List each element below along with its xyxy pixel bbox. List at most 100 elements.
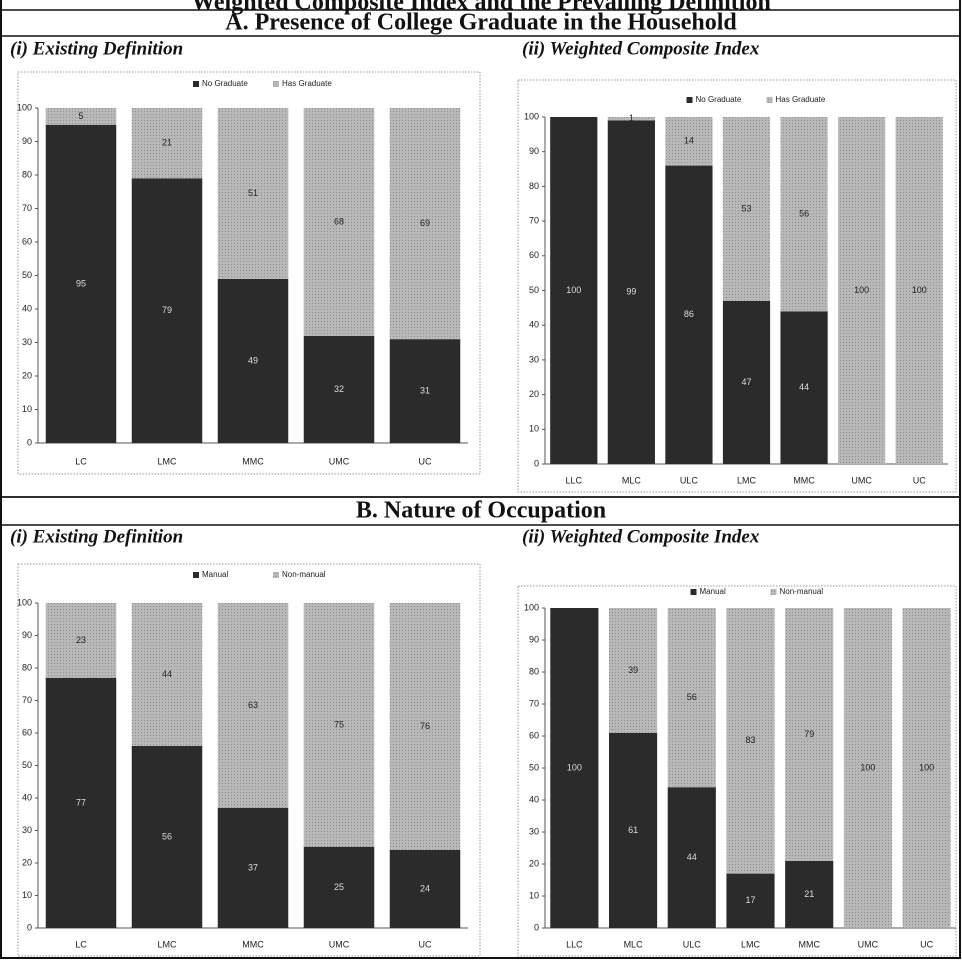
y-tick-label: 100 [524,602,539,612]
bar-segment [389,603,461,850]
data-label: 47 [741,377,751,387]
bar-segment [607,120,655,464]
bar-segment [303,335,375,443]
data-label: 86 [684,309,694,319]
y-tick-label: 90 [22,136,32,146]
bar-segment [608,608,658,733]
bar-segment [726,608,775,874]
x-tick-label: LLC [566,475,583,485]
data-label: 53 [741,203,751,213]
x-tick-label: LC [75,939,87,949]
section-title: A. Presence of College Graduate in the H… [225,10,737,36]
data-label: 44 [162,669,172,679]
bar-segment [785,608,834,861]
page-title: Weighted Composite Index and the Prevail… [191,0,771,16]
chart-frame [517,79,957,493]
bar-segment [389,108,461,340]
section-header-box [0,9,961,37]
bar-segment [45,603,117,678]
data-label: 21 [804,889,814,899]
data-label: 75 [334,719,344,729]
data-label: 14 [684,136,694,146]
bar-segment [303,846,375,928]
bar-segment [780,311,828,464]
y-tick-label: 90 [529,146,539,156]
y-tick-label: 50 [22,270,32,280]
x-tick-label: MMC [798,939,820,949]
y-tick-label: 60 [529,730,539,740]
y-tick-label: 100 [17,102,32,112]
y-tick-label: 50 [529,762,539,772]
chart-frame [17,563,481,957]
data-label: 100 [860,762,875,772]
y-tick-label: 80 [22,662,32,672]
data-label: 77 [76,797,86,807]
y-tick-label: 40 [22,303,32,313]
bar-segment [667,608,716,788]
x-tick-label: UMC [329,939,350,949]
y-tick-label: 70 [22,203,32,213]
y-tick-label: 60 [22,727,32,737]
y-tick-label: 10 [22,890,32,900]
y-tick-label: 0 [534,922,539,932]
x-tick-label: MLC [624,939,644,949]
y-tick-label: 10 [529,424,539,434]
legend-label: No Graduate [696,95,742,104]
data-label: 100 [919,762,934,772]
data-label: 25 [334,882,344,892]
x-tick-label: UC [419,456,432,466]
bar-segment [131,746,203,928]
y-tick-label: 0 [27,922,32,932]
bar-segment [217,807,289,928]
x-tick-label: LLC [566,939,583,949]
bar-segment [389,850,461,928]
bar-segment [608,732,658,928]
bar-segment [722,300,771,464]
data-label: 5 [78,111,83,121]
data-label: 21 [162,138,172,148]
x-tick-label: LMC [737,475,757,485]
bar-segment [843,608,893,928]
bar-segment [131,178,203,443]
bar-segment [785,860,834,928]
y-tick-label: 30 [529,354,539,364]
y-tick-label: 70 [22,695,32,705]
y-tick-label: 60 [22,236,32,246]
legend-swatch [770,589,777,595]
y-tick-label: 80 [22,169,32,179]
bar-segment [667,787,716,928]
chart-title: (i) Existing Definition [10,526,183,547]
x-tick-label: LMC [741,939,761,949]
legend-swatch [193,572,199,578]
bar-segment [131,603,203,746]
data-label: 23 [76,635,86,645]
bar-segment [722,117,771,301]
x-tick-label: ULC [680,475,699,485]
data-label: 79 [804,729,814,739]
y-tick-label: 20 [529,389,539,399]
x-tick-label: UC [419,939,432,949]
data-label: 56 [799,209,809,219]
data-label: 39 [628,665,638,675]
x-tick-label: UMC [851,475,872,485]
y-tick-label: 100 [524,111,539,121]
legend-swatch [273,572,279,578]
y-tick-label: 50 [22,760,32,770]
bar-segment [726,873,775,928]
legend-label: Non-manual [282,570,326,579]
legend-swatch [686,97,693,103]
y-tick-label: 30 [529,826,539,836]
data-label: 1 [629,113,634,123]
data-label: 44 [799,382,809,392]
chart-title: (ii) Weighted Composite Index [522,38,760,59]
bar-segment [895,117,943,464]
data-label: 56 [162,831,172,841]
data-label: 100 [567,762,582,772]
bar-segment [780,117,828,312]
y-tick-label: 20 [22,370,32,380]
bar-segment [665,165,713,464]
y-tick-label: 70 [529,698,539,708]
y-tick-label: 40 [529,320,539,330]
chart-frame [517,585,957,957]
